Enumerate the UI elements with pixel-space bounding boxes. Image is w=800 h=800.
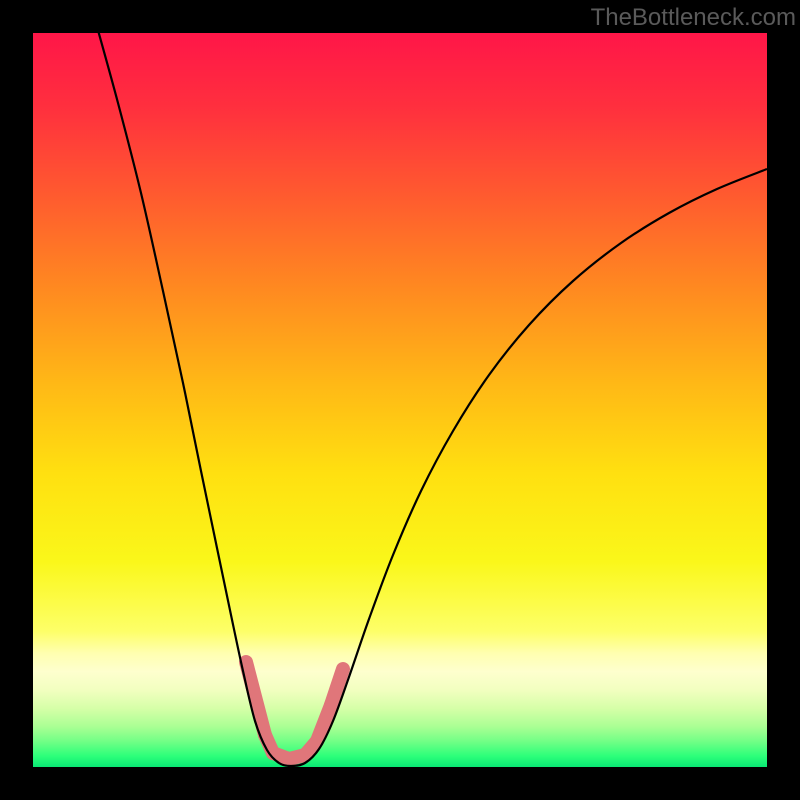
bottleneck-curve [96,33,767,766]
plot-area [33,33,767,767]
watermark-text: TheBottleneck.com [591,4,796,32]
bottom-marker-group [246,662,343,759]
chart-svg [33,33,767,767]
